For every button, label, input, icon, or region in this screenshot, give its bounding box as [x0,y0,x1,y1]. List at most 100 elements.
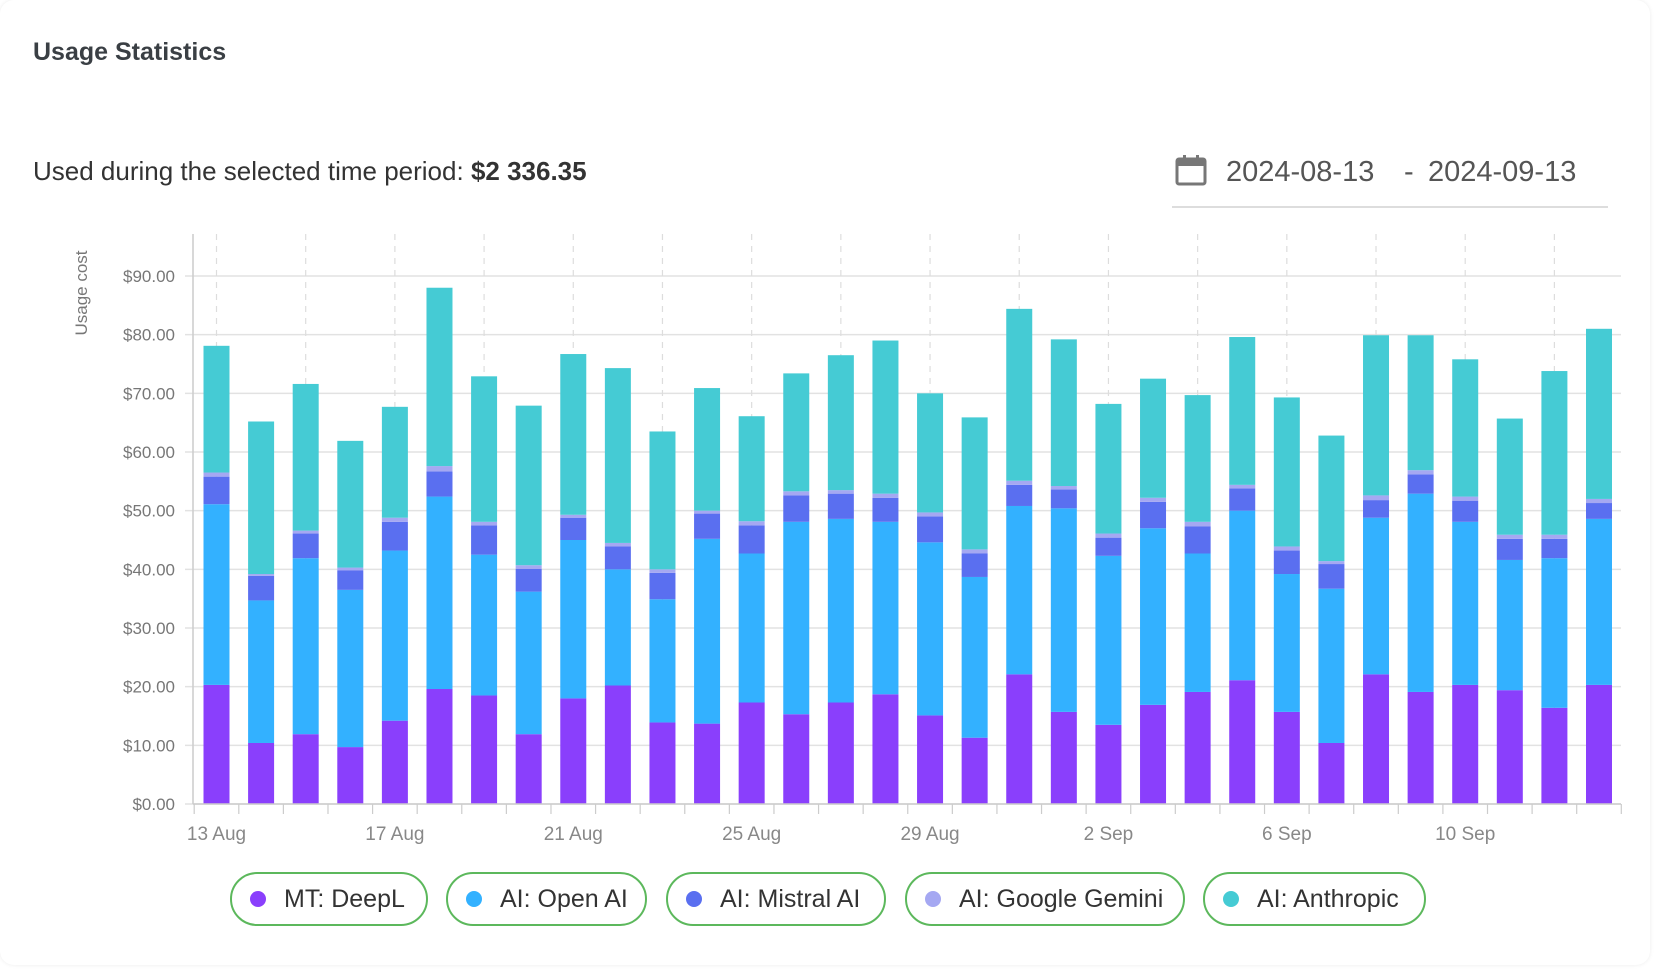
y-tick-label: $30.00 [123,619,175,638]
bar-segment-ai-google-gemini [1496,534,1523,539]
bar-stack [1363,335,1390,804]
bar-segment-mt-deepl [738,702,765,804]
bar-segment-ai-mistral-ai [1586,503,1612,519]
bar-stack [649,431,676,804]
x-tick-label: 2 Sep [1084,824,1134,845]
bar-segment-ai-open-ai [1006,505,1033,675]
bar-segment-ai-open-ai [649,599,676,723]
bar-segment-ai-mistral-ai [1363,500,1390,518]
bar-segment-mt-deepl [649,722,676,804]
bar-stack [471,376,498,804]
bar-segment-ai-google-gemini [471,521,498,526]
x-tick-label: 10 Sep [1435,824,1495,845]
bar-segment-mt-deepl [827,702,854,804]
bar-segment-ai-anthropic [560,354,587,515]
date-range-picker[interactable]: 2024-08-13 - 2024-09-13 [1172,146,1608,208]
bar-segment-ai-mistral-ai [649,572,676,600]
bar-segment-ai-mistral-ai [471,525,498,555]
bar-stack [203,345,230,804]
usage-cost-chart: Usage cost $0.00 $10.00 $20.00 $30.00 $40.00… [72,234,1622,845]
bar-segment-mt-deepl [337,747,364,804]
bar-segment-ai-anthropic [872,340,899,494]
legend-item[interactable]: AI: Anthropic [1203,872,1426,926]
bar-segment-ai-google-gemini [961,549,988,554]
bar-segment-mt-deepl [694,723,721,804]
x-tick-label: 25 Aug [722,824,781,845]
bar-segment-ai-anthropic [783,373,810,492]
bar-segment-ai-mistral-ai [694,513,721,539]
bar-stack [1541,371,1568,804]
bar-segment-ai-mistral-ai [961,553,988,577]
bar-segment-ai-open-ai [1496,559,1523,691]
calendar-icon[interactable] [1175,154,1207,186]
legend-item[interactable]: AI: Google Gemini [905,872,1185,926]
bar-segment-ai-mistral-ai [1006,484,1033,506]
bar-segment-ai-anthropic [694,388,721,511]
bar-segment-ai-mistral-ai [381,521,408,551]
bar-segment-ai-google-gemini [1452,496,1479,501]
bar-segment-ai-open-ai [1363,517,1390,675]
bar-segment-ai-google-gemini [1184,521,1211,527]
bar-segment-ai-google-gemini [1273,546,1300,551]
bar-stack [1050,339,1077,804]
bar-segment-mt-deepl [1586,684,1612,804]
bar-segment-ai-mistral-ai [1407,474,1434,494]
bar-segment-ai-anthropic [827,355,854,491]
bar-segment-ai-open-ai [515,591,542,735]
bar-segment-ai-google-gemini [1318,561,1345,565]
bar-segment-ai-open-ai [203,504,230,685]
bar-stack [248,421,275,804]
bar-segment-ai-mistral-ai [917,516,944,543]
bar-segment-ai-anthropic [515,405,542,566]
legend-dot-icon [1223,891,1239,907]
bar-segment-ai-google-gemini [738,521,765,526]
bar-segment-ai-open-ai [604,569,631,686]
bar-segment-ai-open-ai [1586,518,1612,685]
bar-segment-ai-open-ai [1407,493,1434,692]
bar-stack [917,393,944,804]
bar-segment-ai-open-ai [738,553,765,703]
bar-segment-ai-open-ai [1095,555,1122,725]
bar-segment-ai-mistral-ai [1050,489,1077,509]
bar-segment-ai-google-gemini [917,512,944,517]
bar-segment-ai-mistral-ai [203,476,230,505]
bar-segment-ai-open-ai [1541,558,1568,708]
bar-segment-mt-deepl [1318,742,1345,804]
bar-segment-ai-open-ai [961,576,988,738]
bar-segment-mt-deepl [961,737,988,804]
legend-label: AI: Open AI [500,884,628,913]
bar-segment-ai-mistral-ai [1140,501,1167,529]
bar-stack [1095,403,1122,804]
bar-segment-ai-open-ai [694,538,721,724]
bar-stack [827,355,854,804]
bar-stack [1140,378,1167,804]
legend-dot-icon [925,891,941,907]
y-tick-label: $40.00 [123,560,175,579]
legend-item[interactable]: MT: DeepL [230,872,428,926]
bar-segment-mt-deepl [426,689,453,804]
bar-segment-ai-mistral-ai [1095,537,1122,556]
bar-segment-ai-google-gemini [1586,498,1612,504]
bar-segment-mt-deepl [1407,691,1434,804]
y-tick-label: $60.00 [123,443,175,462]
bar-segment-ai-mistral-ai [1229,488,1256,511]
bar-segment-ai-google-gemini [827,490,854,494]
y-tick-label: $20.00 [123,678,175,697]
end-date-input[interactable]: 2024-09-13 [1428,156,1577,188]
bar-segment-ai-mistral-ai [292,533,319,559]
bar-segment-ai-open-ai [1184,553,1211,692]
bar-segment-ai-mistral-ai [1452,500,1479,522]
bar-stack [1318,435,1345,804]
bar-segment-mt-deepl [872,694,899,804]
legend-item[interactable]: AI: Mistral AI [666,872,886,926]
bar-segment-ai-google-gemini [248,574,275,576]
bar-segment-mt-deepl [515,734,542,804]
legend-item[interactable]: AI: Open AI [446,872,647,926]
bar-segment-ai-google-gemini [337,567,364,571]
bar-segment-ai-google-gemini [649,569,676,573]
legend-label: AI: Google Gemini [959,884,1164,913]
start-date-input[interactable]: 2024-08-13 [1226,156,1375,188]
bar-segment-mt-deepl [1050,711,1077,804]
bar-segment-mt-deepl [471,695,498,804]
bar-segment-ai-anthropic [1095,403,1122,534]
